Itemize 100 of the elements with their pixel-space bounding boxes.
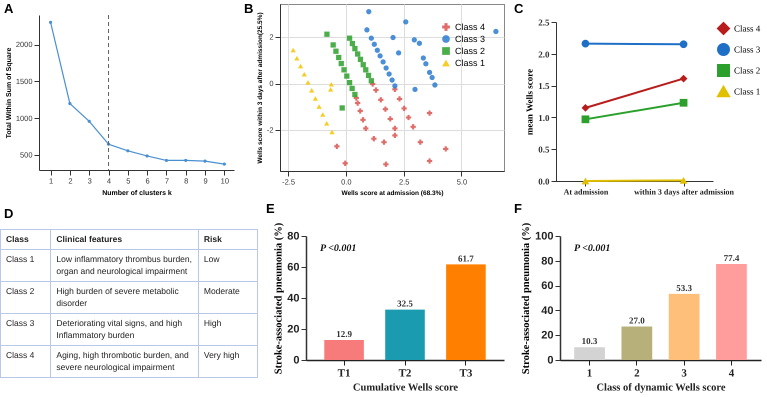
point: [377, 53, 383, 59]
y-tick-label: 20: [287, 324, 300, 336]
x-tick-label: 4: [728, 368, 735, 380]
x-tick-label: 2: [634, 368, 640, 380]
y-tick-label: 80: [541, 255, 554, 268]
point: [582, 115, 590, 124]
point: [164, 158, 168, 162]
legend-label: Class 1: [455, 58, 486, 68]
point: [582, 40, 590, 48]
point: [429, 74, 435, 80]
y-tick-label: 40: [287, 292, 300, 304]
point: [184, 158, 188, 162]
point: [222, 162, 226, 166]
x-tick-label: At admission: [564, 188, 609, 196]
point: [392, 132, 398, 138]
y-tick-label: 2.5: [538, 18, 550, 28]
data-label: 12.9: [336, 329, 352, 340]
annotation: P <0.001: [574, 243, 610, 254]
point: [344, 73, 350, 79]
point: [363, 126, 368, 132]
point: [350, 40, 355, 46]
point: [423, 61, 429, 66]
point: [390, 34, 396, 40]
point: [290, 48, 296, 52]
point: [418, 140, 423, 145]
point: [383, 65, 389, 71]
category-label: Risk: [198, 230, 258, 250]
point: [305, 80, 311, 85]
point: [324, 121, 330, 126]
point: [328, 87, 334, 92]
x-tick-label: T1: [338, 368, 350, 380]
y-axis-title: Stroke-associated pneumonia (%): [521, 222, 532, 374]
y-axis-title: mean Wells score: [524, 68, 534, 136]
text: D: [4, 206, 14, 221]
point: [328, 82, 334, 87]
point: [680, 74, 688, 82]
point: [358, 108, 363, 114]
bar: [668, 294, 700, 360]
point: [358, 56, 364, 62]
point: [680, 40, 688, 48]
text: Aging, high thrombotic burden, and severe neurological impairment: [56, 350, 189, 372]
x-tick-label: within 3 days after admission: [634, 188, 735, 196]
text: Low inflammatory thrombus burden, organ and neurological impairment: [56, 254, 192, 276]
point: [316, 104, 322, 109]
point: [401, 106, 407, 112]
legend-label: Class 4: [455, 22, 486, 32]
point: [368, 36, 374, 41]
point: [49, 20, 52, 24]
y-tick-label: 0: [293, 354, 300, 366]
point: [426, 70, 432, 76]
point: [352, 46, 358, 52]
point: [410, 124, 416, 130]
category-label: Class 2: [6, 286, 34, 296]
point: [298, 64, 304, 68]
x-tick-label: T3: [460, 368, 473, 380]
legend-label: Class 2: [734, 66, 760, 76]
x-axis-title: Cumulative Wells score: [352, 382, 458, 394]
data-label: 53.3: [676, 282, 693, 293]
bar: [716, 264, 747, 360]
annotation: P <0.001: [320, 243, 356, 254]
point: [88, 120, 91, 123]
point: [333, 48, 339, 54]
point: [420, 55, 426, 61]
legend-label: Class 4: [734, 24, 761, 34]
legend-label: Class 2: [455, 46, 486, 56]
bar: [446, 264, 486, 360]
point: [342, 160, 348, 166]
y-tick-label: 1.5: [538, 81, 550, 92]
point: [302, 72, 307, 77]
point: [360, 117, 366, 122]
x-tick-label: T2: [398, 368, 412, 380]
text: Deteriorating vital signs, and high Inflammatory burden: [56, 318, 182, 340]
point: [388, 116, 393, 122]
point: [346, 80, 352, 86]
category-label: Class 1: [6, 254, 34, 264]
legend-label: Class 3: [734, 44, 761, 54]
point: [374, 48, 380, 53]
data-label: 32.5: [397, 298, 414, 309]
point: [309, 88, 314, 93]
text: High burden of severe metabolic disorder: [56, 286, 179, 308]
point: [338, 60, 344, 66]
y-tick-label: 40: [541, 304, 554, 317]
point: [360, 62, 366, 68]
point: [329, 130, 335, 134]
bar: [324, 340, 364, 360]
point: [382, 106, 388, 112]
bar: [574, 347, 605, 360]
text: Moderate: [204, 286, 240, 296]
bar: [385, 310, 425, 360]
point: [336, 54, 342, 60]
point: [340, 105, 345, 111]
point: [334, 144, 340, 149]
chart-title: B: [244, 1, 254, 16]
data-label: 27.0: [628, 316, 646, 326]
data-label: 61.7: [458, 253, 474, 264]
point: [146, 154, 149, 158]
category-label: Clinical features: [50, 230, 198, 250]
point: [680, 98, 688, 107]
y-tick-label: 0.5: [538, 144, 550, 155]
point: [378, 97, 384, 102]
